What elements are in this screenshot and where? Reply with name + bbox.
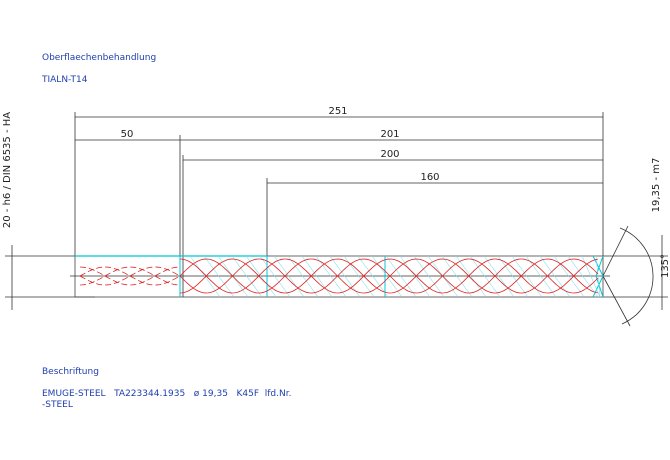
- flute-hatch: [455, 255, 487, 298]
- helix: [79, 266, 181, 286]
- flute-hatch: [231, 255, 263, 298]
- flute-hatch: [203, 255, 235, 298]
- dim-shank-spec: 20 - h6 / DIN 6535 - HA: [2, 112, 13, 228]
- helix: [79, 266, 181, 286]
- helix: [179, 258, 599, 294]
- flute-hatch: [287, 255, 319, 298]
- tool: [70, 255, 610, 298]
- dim-50: 50: [121, 129, 134, 140]
- flute-hatch: [385, 255, 417, 298]
- flute-hatch: [469, 255, 501, 298]
- flute-hatch: [371, 255, 403, 298]
- dim-diameter: 19,35 - m7: [651, 158, 662, 213]
- helix: [79, 266, 181, 286]
- flute-hatch: [315, 255, 347, 298]
- dim-251: 251: [328, 106, 347, 117]
- flute-hatch: [511, 255, 543, 298]
- flute-hatch: [245, 255, 277, 298]
- marking-line2: -STEEL: [42, 400, 73, 410]
- flute-hatch: [567, 255, 599, 298]
- flute-hatch: [497, 255, 529, 298]
- flute-hatch: [413, 255, 445, 298]
- flute-hatch: [357, 255, 389, 298]
- dimension-lines: [5, 112, 668, 327]
- helix: [79, 266, 181, 286]
- flute-hatch: [329, 255, 361, 298]
- surface-heading: Oberflaechenbehandlung: [42, 53, 156, 63]
- flute-hatch: [441, 255, 473, 298]
- surface-value: TIALN-T14: [41, 75, 88, 85]
- dim-200: 200: [380, 149, 399, 160]
- helix: [179, 258, 599, 294]
- flute-hatch: [525, 255, 557, 298]
- dim-angle: 135°: [660, 254, 670, 278]
- dim-201: 201: [380, 129, 399, 140]
- dim-160: 160: [420, 172, 439, 183]
- flute-hatch: [273, 255, 305, 298]
- flute-hatch: [595, 255, 601, 298]
- flute-hatch: [301, 255, 333, 298]
- helix: [179, 258, 599, 294]
- flute-hatch: [539, 255, 571, 298]
- marking-heading: Beschriftung: [42, 367, 99, 377]
- flute-hatch: [483, 255, 515, 298]
- marking-line1: EMUGE-STEEL TA223344.1935 ø 19,35 K45F l…: [42, 389, 291, 399]
- flute-hatch: [259, 255, 291, 298]
- helix: [179, 258, 599, 294]
